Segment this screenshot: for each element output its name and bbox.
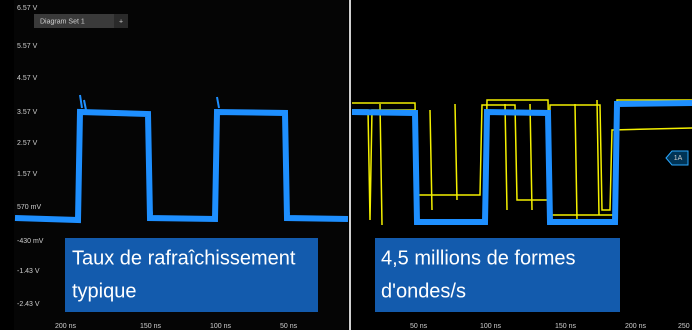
tab-add-label[interactable]: +: [119, 18, 123, 25]
y-axis-label: 2.57 V: [17, 140, 38, 147]
y-axis-label: 4.57 V: [17, 75, 38, 82]
waveform: [351, 100, 692, 225]
caption: d'ondes/s: [381, 280, 466, 302]
marker-label: 1A: [674, 155, 683, 162]
y-axis-label: 3.57 V: [17, 109, 38, 116]
y-axis-label: 6.57 V: [17, 5, 38, 12]
tab-add[interactable]: [114, 14, 128, 28]
x-axis-label: 250 ns: [678, 323, 692, 330]
y-axis-label: 5.57 V: [17, 43, 38, 50]
caption-box: [65, 238, 318, 312]
waveform: [14, 108, 349, 224]
tab-title[interactable]: Diagram Set 1: [40, 18, 85, 25]
x-axis-label: 50 ns: [280, 323, 298, 330]
ringing: [79, 94, 290, 215]
x-axis-label: 150 ns: [140, 323, 162, 330]
y-axis-label: -1.43 V: [17, 268, 40, 275]
x-axis-label: 100 ns: [210, 323, 232, 330]
x-axis-label: 200 ns: [625, 323, 647, 330]
y-axis-label: -430 mV: [17, 238, 44, 245]
y-axis-label: -2.43 V: [17, 301, 40, 308]
caption: Taux de rafraîchissement: [72, 247, 296, 269]
caption: typique: [72, 280, 137, 302]
y-axis-label: 570 mV: [17, 204, 41, 211]
x-axis-label: 200 ns: [55, 323, 77, 330]
y-axis-label: 1.57 V: [17, 171, 38, 178]
marker: [665, 150, 689, 166]
x-axis-label: 150 ns: [555, 323, 577, 330]
tab[interactable]: [34, 14, 114, 28]
caption-box: [375, 238, 620, 312]
caption: 4,5 millions de formes: [381, 247, 576, 269]
x-axis-label: 100 ns: [480, 323, 502, 330]
x-axis-label: 50 ns: [410, 323, 428, 330]
